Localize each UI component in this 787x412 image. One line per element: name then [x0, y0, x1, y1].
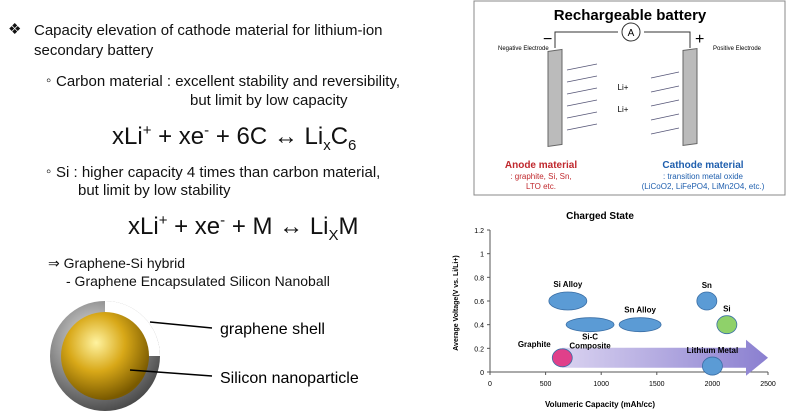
chart-title: Charged State — [566, 211, 634, 222]
eq-part: + 6C ↔ Li — [209, 123, 324, 150]
text: but limit by low capacity — [190, 92, 348, 109]
electrode — [547, 48, 563, 148]
wire — [554, 31, 691, 48]
text: - Graphene Encapsulated Silicon Nanoball — [66, 273, 330, 289]
label: graphene shell — [220, 321, 325, 338]
sign: + — [695, 31, 704, 48]
eq-part: + xe — [167, 213, 221, 240]
eq-part: - — [204, 122, 210, 139]
y-tick-label: 0 — [480, 370, 484, 377]
x-tick-label: 1000 — [593, 381, 609, 388]
y-tick-label: 0.6 — [474, 299, 484, 306]
point-label: Si-C — [582, 333, 598, 342]
point-label: Sn Alloy — [624, 306, 656, 315]
y-label: Average Voltage(V vs. Li/Li+) — [453, 255, 460, 351]
eq-part: + — [142, 122, 152, 139]
cathode-text: : transition metal oxide — [663, 172, 744, 181]
y-tick-label: 0.2 — [474, 346, 484, 353]
bullet-marker: ◦ — [46, 72, 52, 89]
eq-part: xLi — [128, 213, 159, 240]
bubble — [696, 291, 718, 311]
bubble — [548, 291, 588, 311]
lattice — [566, 63, 680, 135]
anode-text: LTO etc. — [526, 182, 556, 191]
bubble — [551, 348, 573, 368]
label: Negative Electrode — [498, 46, 549, 52]
eq-part: + xe — [151, 123, 205, 150]
text: Si : higher capacity 4 times than carbon… — [56, 164, 381, 181]
equation: xLi+ + xe- + 6C ↔ LixC6 — [112, 122, 356, 154]
y-tick-label: 1 — [480, 252, 484, 259]
text: but limit by low stability — [78, 182, 231, 199]
bubble — [618, 317, 662, 333]
text: Carbon material : excellent stability an… — [56, 73, 401, 90]
eq-part: 6 — [348, 136, 357, 154]
x-tick-label: 500 — [540, 381, 552, 388]
bullet-marker: ❖ — [8, 21, 22, 38]
x-label: Volumeric Capacity (mAh/cc) — [545, 400, 655, 409]
bullet-marker: ◦ — [46, 163, 52, 180]
sign: − — [543, 31, 552, 48]
ion: Li+ — [618, 83, 629, 92]
ion: Li+ — [618, 105, 629, 114]
x-tick-label: 2000 — [705, 381, 721, 388]
eq-part: C — [330, 123, 349, 150]
point-label: Graphite — [518, 340, 551, 349]
title: Rechargeable battery — [554, 7, 707, 24]
anode-title: Anode material — [505, 160, 577, 171]
y-tick-label: 0.8 — [474, 275, 484, 282]
text: ⇒ Graphene-Si hybrid — [48, 255, 186, 271]
cathode-text: (LiCoO2, LiFePO4, LiMn2O4, etc.) — [642, 182, 765, 191]
bubble — [565, 317, 615, 333]
x-tick-label: 1500 — [649, 381, 665, 388]
pointer — [129, 369, 213, 377]
label: Silicon nanoparticle — [220, 370, 359, 387]
y-tick-label: 1.2 — [474, 228, 484, 235]
battery-diagram: Rechargeable battery A − + Negative Elec… — [473, 0, 786, 196]
text: Capacity elevation of cathode material f… — [34, 22, 383, 39]
core — [61, 312, 149, 400]
eq-part: + M ↔ Li — [225, 213, 329, 240]
bubble — [701, 356, 723, 376]
pointer — [149, 321, 213, 329]
eq-part: x — [323, 136, 331, 154]
equation: xLi+ + xe- + M ↔ LiXM — [128, 212, 359, 244]
nanoball-figure: graphene shell Silicon nanoparticle — [50, 301, 359, 411]
eq-part: X — [328, 226, 339, 244]
bubble — [716, 315, 738, 335]
point-label: Sn — [702, 281, 712, 290]
x-tick-label: 0 — [488, 381, 492, 388]
point-label: Si Alloy — [553, 280, 583, 289]
point-label: Si — [723, 305, 731, 314]
y-tick-label: 0.4 — [474, 323, 484, 330]
chart: Charged State Volumeric Capacity (mAh/cc… — [453, 211, 776, 409]
x-tick-label: 2500 — [760, 381, 776, 388]
text: secondary battery — [34, 42, 154, 59]
eq-part: + — [158, 212, 168, 229]
ammeter — [621, 22, 641, 42]
ammeter-label: A — [628, 28, 635, 39]
eq-part: xLi — [112, 123, 143, 150]
cathode-title: Cathode material — [662, 160, 743, 171]
point-label: Lithium Metal — [687, 346, 739, 355]
eq-part: - — [220, 212, 226, 229]
electrode — [682, 47, 698, 147]
axes — [489, 230, 768, 373]
anode-text: : graphite, Si, Sn, — [510, 172, 571, 181]
point-label: Composite — [569, 342, 611, 351]
eq-part: M — [338, 213, 359, 240]
label: Positive Electrode — [713, 46, 762, 52]
